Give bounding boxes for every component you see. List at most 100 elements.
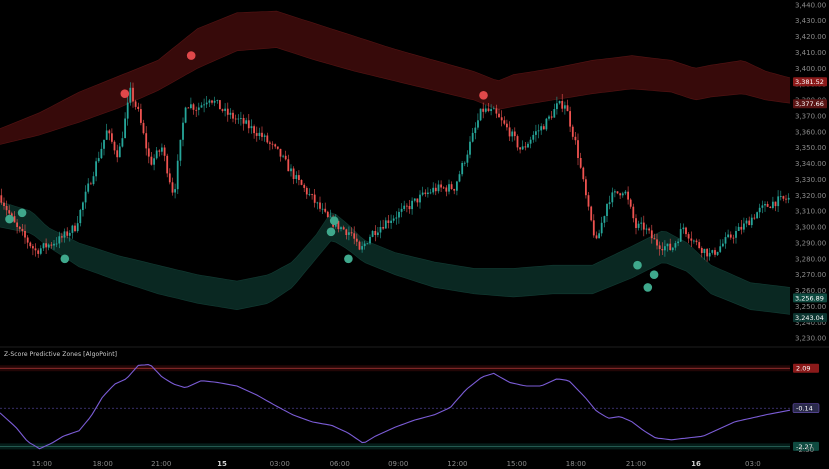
candle-body[interactable] xyxy=(47,244,50,248)
candle-body[interactable] xyxy=(176,160,179,190)
candle-body[interactable] xyxy=(487,108,490,112)
candle-body[interactable] xyxy=(574,136,577,141)
candle-body[interactable] xyxy=(779,196,782,197)
candle-body[interactable] xyxy=(3,202,5,206)
candle-body[interactable] xyxy=(329,216,332,218)
candle-body[interactable] xyxy=(429,192,432,194)
buy-signal-marker[interactable] xyxy=(17,208,27,218)
candle-body[interactable] xyxy=(348,232,350,235)
candle-body[interactable] xyxy=(13,216,16,223)
candle-body[interactable] xyxy=(53,243,55,246)
candle-body[interactable] xyxy=(558,101,561,104)
candle-body[interactable] xyxy=(377,232,379,236)
buy-signal-marker[interactable] xyxy=(326,227,336,237)
candle-body[interactable] xyxy=(448,184,450,192)
candle-body[interactable] xyxy=(353,233,356,239)
candle-body[interactable] xyxy=(587,195,590,207)
candle-body[interactable] xyxy=(698,242,701,248)
candle-body[interactable] xyxy=(121,138,124,147)
candle-body[interactable] xyxy=(398,211,400,218)
buy-signal-marker[interactable] xyxy=(60,254,70,264)
candle-body[interactable] xyxy=(126,102,129,119)
candle-body[interactable] xyxy=(708,252,711,257)
candle-body[interactable] xyxy=(150,156,153,165)
candle-body[interactable] xyxy=(758,207,761,213)
candle-body[interactable] xyxy=(263,135,266,137)
candle-body[interactable] xyxy=(216,100,219,101)
candle-body[interactable] xyxy=(645,228,648,230)
candle-body[interactable] xyxy=(103,139,105,149)
candle-body[interactable] xyxy=(542,126,545,130)
candle-body[interactable] xyxy=(326,211,329,217)
candle-body[interactable] xyxy=(29,242,32,247)
candle-body[interactable] xyxy=(621,193,624,196)
candle-body[interactable] xyxy=(606,204,608,216)
candle-body[interactable] xyxy=(303,184,306,188)
candle-body[interactable] xyxy=(682,227,685,230)
candle-body[interactable] xyxy=(506,123,508,128)
candle-body[interactable] xyxy=(772,201,774,208)
candle-body[interactable] xyxy=(355,238,358,242)
candle-body[interactable] xyxy=(769,206,772,208)
candle-body[interactable] xyxy=(337,220,340,230)
candle-body[interactable] xyxy=(724,237,727,244)
candle-body[interactable] xyxy=(395,217,398,219)
candle-body[interactable] xyxy=(640,222,643,224)
candle-body[interactable] xyxy=(324,208,327,212)
candle-body[interactable] xyxy=(466,154,469,163)
candle-body[interactable] xyxy=(392,218,395,221)
sell-signal-marker[interactable] xyxy=(120,89,130,98)
candle-body[interactable] xyxy=(71,225,74,233)
candle-body[interactable] xyxy=(403,205,406,209)
candle-body[interactable] xyxy=(564,105,566,109)
candle-body[interactable] xyxy=(37,250,40,254)
candle-body[interactable] xyxy=(221,109,224,111)
candle-body[interactable] xyxy=(147,148,150,157)
candle-body[interactable] xyxy=(406,205,408,207)
candle-body[interactable] xyxy=(637,223,640,228)
candle-body[interactable] xyxy=(516,136,519,148)
candle-body[interactable] xyxy=(369,236,371,244)
candle-body[interactable] xyxy=(700,248,703,253)
candle-body[interactable] xyxy=(685,227,687,235)
candle-body[interactable] xyxy=(129,87,132,103)
candle-body[interactable] xyxy=(524,146,527,148)
candle-body[interactable] xyxy=(345,229,348,235)
candle-body[interactable] xyxy=(650,230,653,239)
candle-body[interactable] xyxy=(521,146,524,150)
candle-body[interactable] xyxy=(540,126,543,131)
candle-body[interactable] xyxy=(298,175,300,180)
candle-body[interactable] xyxy=(445,187,448,192)
candle-body[interactable] xyxy=(635,218,637,228)
candle-body[interactable] xyxy=(782,196,785,199)
candle-body[interactable] xyxy=(427,192,429,194)
candle-body[interactable] xyxy=(229,112,232,115)
candle-body[interactable] xyxy=(421,192,424,195)
candle-body[interactable] xyxy=(74,225,76,232)
candle-body[interactable] xyxy=(111,133,113,142)
candle-body[interactable] xyxy=(363,243,366,247)
candle-body[interactable] xyxy=(379,227,382,233)
candle-body[interactable] xyxy=(26,237,29,243)
z-score-line[interactable] xyxy=(0,364,791,450)
candle-body[interactable] xyxy=(450,184,453,189)
candle-body[interactable] xyxy=(461,163,464,175)
candle-body[interactable] xyxy=(600,222,603,234)
candle-body[interactable] xyxy=(592,220,595,236)
candle-body[interactable] xyxy=(371,231,374,237)
candle-body[interactable] xyxy=(553,109,556,118)
candle-body[interactable] xyxy=(729,234,732,238)
candle-body[interactable] xyxy=(579,158,582,168)
candle-body[interactable] xyxy=(21,228,24,231)
candle-body[interactable] xyxy=(295,175,298,179)
candle-body[interactable] xyxy=(716,251,719,255)
candle-body[interactable] xyxy=(456,181,458,191)
candle-body[interactable] xyxy=(469,141,471,155)
candle-body[interactable] xyxy=(511,131,514,137)
candle-body[interactable] xyxy=(39,248,42,254)
sell-signal-marker[interactable] xyxy=(479,91,488,100)
candle-body[interactable] xyxy=(535,131,537,135)
candle-body[interactable] xyxy=(300,180,303,185)
candle-body[interactable] xyxy=(437,184,440,192)
candle-body[interactable] xyxy=(666,243,669,247)
